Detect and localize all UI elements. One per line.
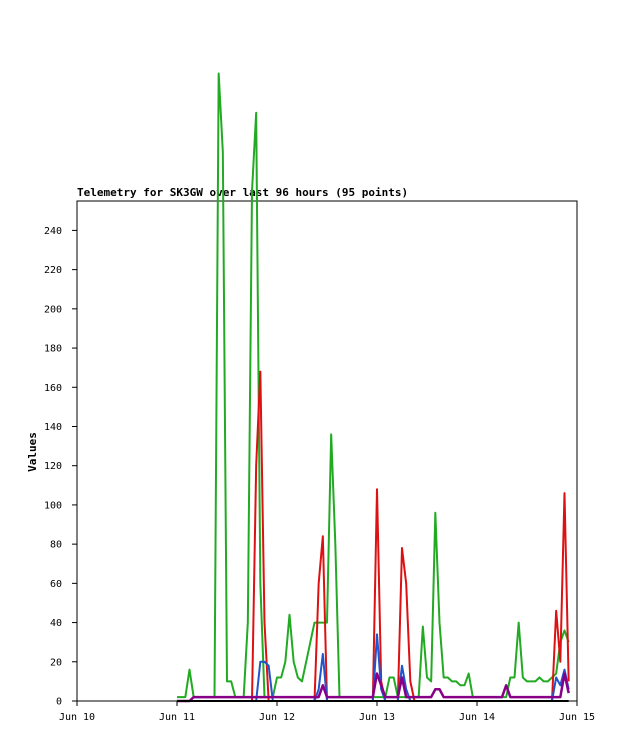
y-tick-label: 200 <box>44 304 62 315</box>
y-tick-label: 140 <box>44 422 62 433</box>
y-tick-label: 160 <box>44 383 62 394</box>
x-tick-label: Jun 10 <box>59 712 95 723</box>
y-tick-label: 60 <box>50 579 62 590</box>
x-tick-label: Jun 12 <box>259 712 295 723</box>
x-axis: Jun 10 Jun 11 Jun 12 Jun 13 Jun 14 Jun 15 <box>59 701 595 723</box>
y-tick-label: 0 <box>56 697 62 708</box>
plot-frame <box>76 200 578 702</box>
y-tick-label: 240 <box>44 226 62 237</box>
y-tick-label: 20 <box>50 657 62 668</box>
y-tick-label: 40 <box>50 618 62 629</box>
chart-title: Telemetry for SK3GW over last 96 hours (… <box>77 186 408 199</box>
series-line-3 <box>177 672 570 703</box>
x-tick-label: Jun 15 <box>559 712 595 723</box>
y-tick-label: 180 <box>44 344 62 355</box>
series-line-1 <box>177 370 570 702</box>
y-tick-label: 80 <box>50 540 62 551</box>
y-tick-label: 100 <box>44 500 62 511</box>
y-axis-label: Values <box>26 432 39 472</box>
x-tick-label: Jun 11 <box>159 712 195 723</box>
y-axis: 0 20 40 60 80 100 120 140 160 180 200 220 240 <box>44 226 77 708</box>
x-tick-label: Jun 14 <box>459 712 495 723</box>
series-line-0 <box>177 72 570 699</box>
y-tick-label: 220 <box>44 265 62 276</box>
x-tick-label: Jun 13 <box>359 712 395 723</box>
series-layer <box>177 72 570 703</box>
y-tick-label: 120 <box>44 461 62 472</box>
